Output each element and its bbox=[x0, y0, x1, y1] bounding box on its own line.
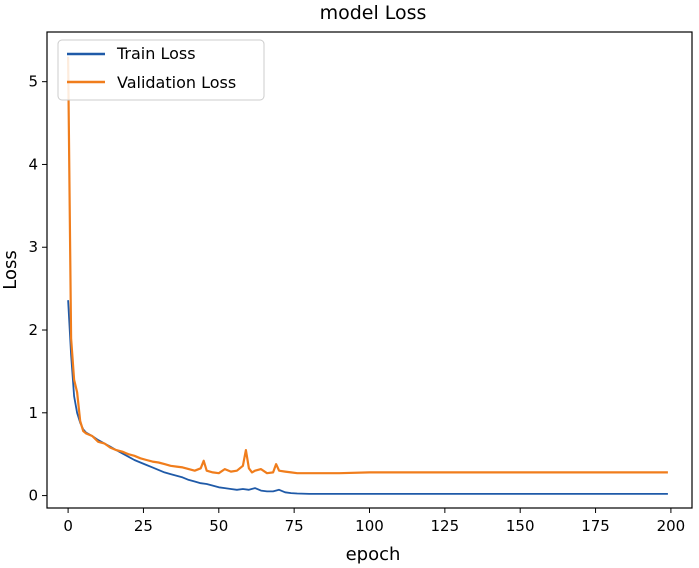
y-tick-label: 4 bbox=[28, 155, 38, 173]
y-axis: 0 1 2 3 4 5 bbox=[28, 73, 47, 505]
legend-label-validation-loss: Validation Loss bbox=[117, 73, 236, 92]
x-axis-label: epoch bbox=[346, 544, 401, 565]
plot-area-frame bbox=[46, 31, 693, 509]
x-tick-label: 125 bbox=[431, 517, 460, 535]
y-tick-label: 2 bbox=[28, 321, 38, 339]
x-tick-label: 175 bbox=[581, 517, 610, 535]
x-tick-label: 25 bbox=[134, 517, 153, 535]
legend-label-train-loss: Train Loss bbox=[116, 44, 196, 63]
x-tick-label: 150 bbox=[506, 517, 535, 535]
x-tick-label: 0 bbox=[63, 517, 73, 535]
x-tick-label: 100 bbox=[355, 517, 384, 535]
series-line-train-loss bbox=[67, 300, 668, 495]
series-line-validation-loss bbox=[67, 56, 668, 475]
y-tick-label: 0 bbox=[28, 487, 38, 505]
chart-title: model Loss bbox=[320, 2, 427, 24]
x-tick-label: 50 bbox=[209, 517, 228, 535]
x-tick-label: 200 bbox=[657, 517, 686, 535]
x-tick-label: 75 bbox=[285, 517, 304, 535]
y-tick-label: 1 bbox=[28, 404, 38, 422]
y-tick-label: 3 bbox=[28, 238, 38, 256]
legend-box bbox=[57, 39, 265, 101]
y-axis-label: Loss bbox=[0, 250, 21, 289]
x-axis: 0 25 50 75 100 125 150 175 200 bbox=[63, 508, 685, 535]
legend: Train Loss Validation Loss bbox=[57, 39, 265, 101]
series-lines bbox=[67, 56, 668, 495]
y-tick-label: 5 bbox=[28, 73, 38, 91]
